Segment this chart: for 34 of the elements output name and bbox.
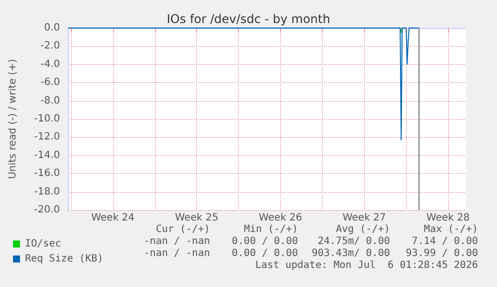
text: Avg (-/+): [336, 224, 390, 236]
y-tick-label: -12.0: [34, 132, 60, 143]
text: Min (-/+): [244, 224, 298, 236]
line-series: [68, 28, 420, 140]
y-axis-title: Units read (-) / write (+): [8, 58, 18, 180]
x-tick-label: Week 26: [258, 212, 302, 224]
y-tick-label: -16.0: [34, 168, 60, 180]
text: 903.43m/ 0.00: [312, 248, 390, 260]
x-tick-label: Week 27: [342, 212, 386, 224]
text: Cur (-/+): [156, 224, 210, 236]
text: -nan / -nan: [144, 248, 210, 260]
y-tick-label: -18.0: [34, 186, 60, 198]
text: Last update: Mon Jul 6 01:28:45 2026: [255, 260, 478, 272]
legend-label: Req Size (KB): [25, 254, 104, 264]
text: 0.00 / 0.00: [232, 248, 298, 260]
y-tick-label: -14.0: [34, 150, 60, 161]
y-tick-label: 0.0: [44, 22, 60, 34]
text: 0.00 / 0.00: [232, 236, 298, 248]
text: 7.14 / 0.00: [412, 236, 478, 248]
y-tick-label: -20.0: [34, 204, 60, 216]
text: Max (-/+): [424, 224, 478, 236]
y-tick-label: -10.0: [34, 114, 60, 124]
legend-label: IO/sec: [25, 238, 62, 250]
text: 93.99 / 0.00: [406, 248, 478, 260]
y-tick-label: -6.0: [40, 77, 60, 88]
text: 24.75m/ 0.00: [318, 236, 390, 248]
x-tick-label: Week 24: [91, 212, 135, 224]
y-tick-label: -4.0: [40, 58, 60, 70]
chart-title: IOs for /dev/sdc - by month: [166, 12, 330, 26]
x-tick-label: Week 25: [175, 212, 218, 224]
text: -nan / -nan: [144, 236, 210, 248]
x-tick-label: Week 28: [426, 212, 470, 224]
y-tick-label: -8.0: [40, 95, 60, 106]
y-tick-label: -2.0: [40, 40, 60, 52]
